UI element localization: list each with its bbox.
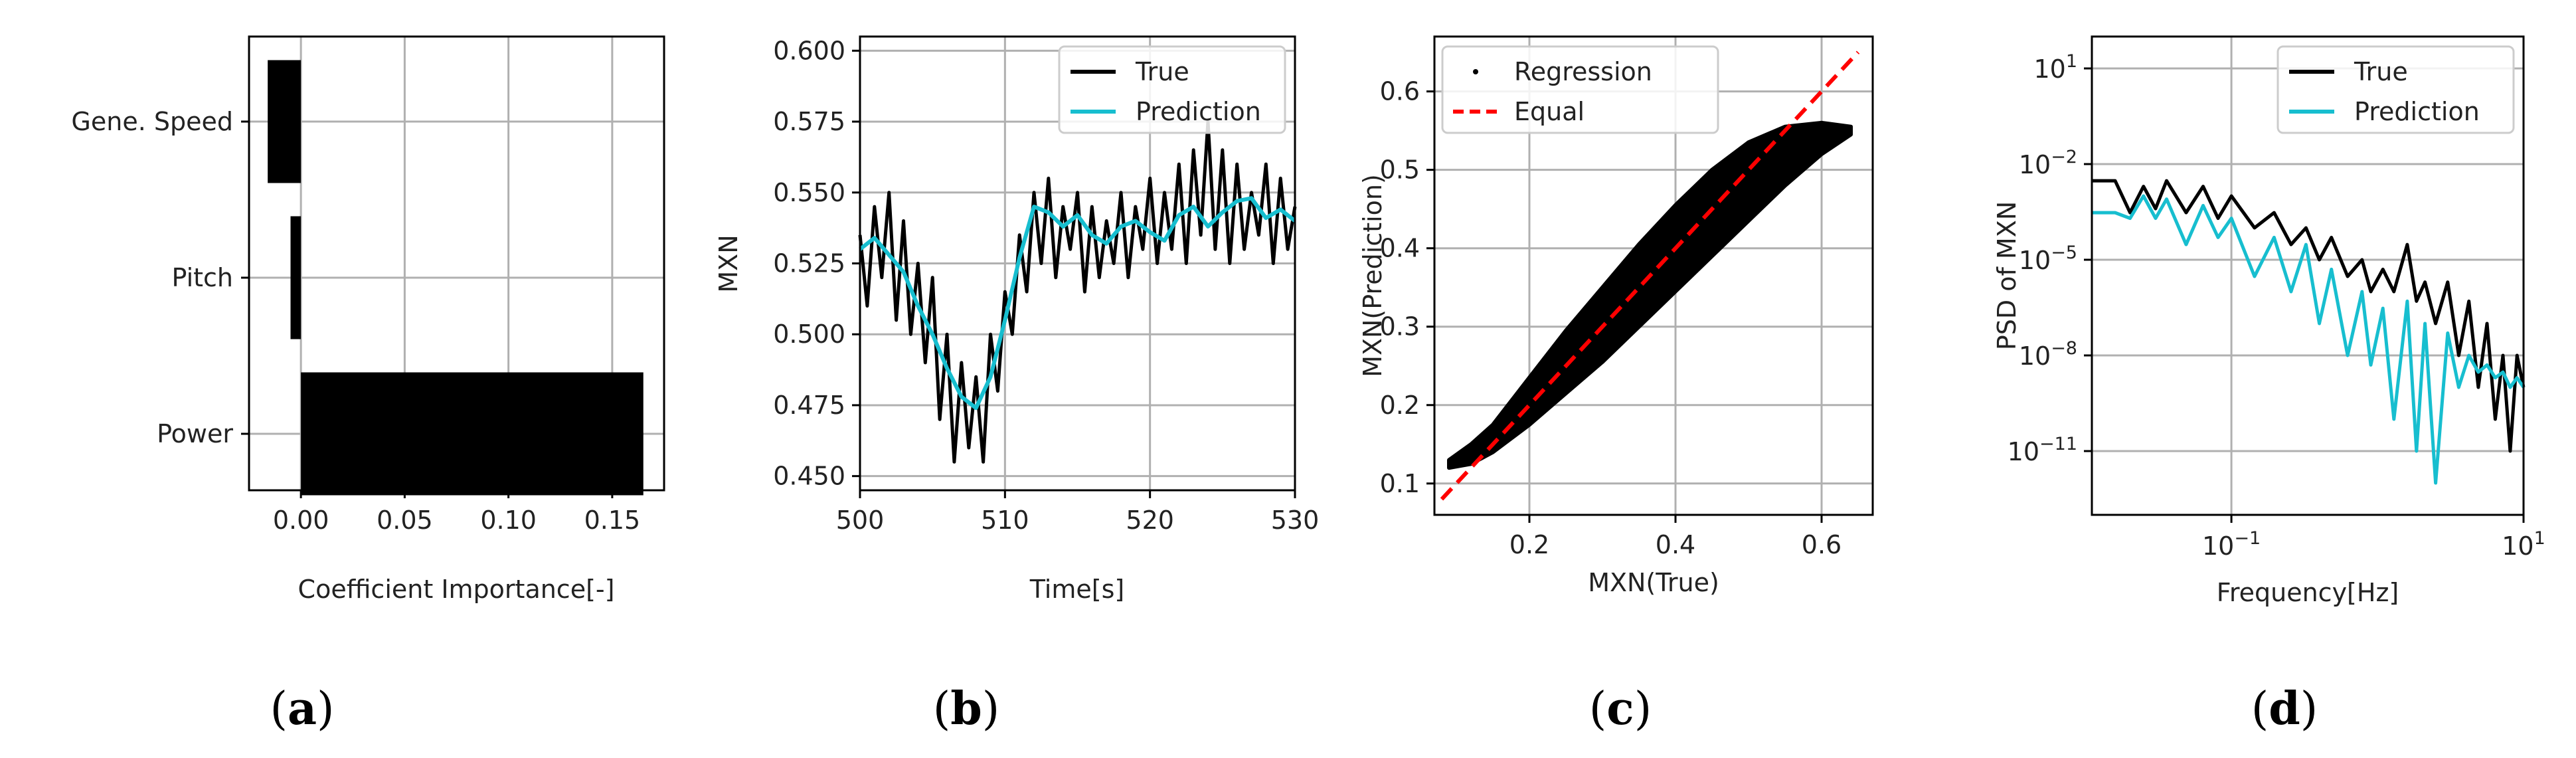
panel-c-frame bbox=[1433, 35, 1874, 516]
panel-a-ytick-label: Gene. Speed bbox=[71, 107, 233, 136]
panel-b-ytick-label: 0.500 bbox=[773, 320, 845, 349]
panel-b-xtick-label: 510 bbox=[981, 506, 1029, 535]
panel-b-xlabel: Time[s] bbox=[1029, 575, 1124, 604]
panel-d-frame bbox=[2091, 35, 2525, 516]
panel-b-time-series: 500 510 520 530 0.450 0.475 0.500 0.525 0.550 0.5… bbox=[714, 35, 1320, 735]
panel-b-ytick-label: 0.550 bbox=[773, 178, 845, 207]
panel-d-ylabel: PSD of MXN bbox=[1992, 201, 2021, 350]
panel-b-xtick-label: 530 bbox=[1271, 506, 1320, 535]
panel-c-ylabel: MXN(Prediction) bbox=[1358, 174, 1387, 377]
panel-b-ytick-label: 0.600 bbox=[773, 36, 845, 65]
panel-c-legend-swatch bbox=[1473, 69, 1478, 74]
panel-a-coefficient-importance: Gene. Speed Pitch Power 0.00 0.05 0.10 0.15 Co… bbox=[71, 35, 665, 735]
panel-c-xtick-label: 0.6 bbox=[1802, 530, 1842, 559]
panel-c-ytick-label: 0.1 bbox=[1380, 469, 1420, 498]
panel-a-caption-letter: a bbox=[288, 682, 317, 735]
panel-d-legend-box bbox=[2276, 45, 2515, 134]
panel-c-ytick-label: 0.5 bbox=[1380, 155, 1420, 185]
panel-c-ytick-label: 0.4 bbox=[1380, 234, 1420, 263]
panel-d-caption-letter: d bbox=[2269, 682, 2300, 735]
panel-b-ytick-label: 0.575 bbox=[773, 107, 845, 136]
panel-a-xtick-label: 0.10 bbox=[480, 506, 537, 535]
panel-c-ytick-label: 0.2 bbox=[1380, 391, 1420, 420]
panel-b-ytick-label: 0.475 bbox=[773, 391, 845, 420]
panel-b-caption-letter: b bbox=[950, 682, 982, 735]
panel-b-ytick-label: 0.450 bbox=[773, 462, 845, 491]
panel-a-xlabel: Coefficient Importance[-] bbox=[298, 575, 615, 604]
panel-b-series-prediction bbox=[859, 196, 1296, 411]
panel-a-ytick-label: Pitch bbox=[171, 263, 233, 292]
panel-a-xtick-label: 0.15 bbox=[584, 506, 641, 535]
panel-c-legend-box bbox=[1441, 45, 1719, 134]
panel-a-bar bbox=[290, 216, 301, 339]
panel-d-xtick-label: 101 bbox=[2502, 528, 2545, 561]
panel-b-xtick-label: 500 bbox=[836, 506, 885, 535]
panel-c-legend-label: Equal bbox=[1514, 97, 1585, 126]
panel-c-scatter: 0.2 0.4 0.6 0.1 0.2 0.3 0.4 0.5 0.6 MXN(True) MX… bbox=[1358, 35, 1874, 735]
panel-b-legend-label: Prediction bbox=[1136, 97, 1261, 126]
panel-d-ytick-label: 10−8 bbox=[2019, 338, 2077, 371]
panel-d-legend-label: Prediction bbox=[2354, 97, 2480, 126]
panel-a-bar bbox=[268, 60, 301, 183]
panel-c-caption-letter: c bbox=[1606, 682, 1634, 735]
panel-d-series-prediction bbox=[2092, 194, 2526, 485]
panel-a-frame bbox=[248, 35, 665, 492]
panel-b-xtick-label: 520 bbox=[1126, 506, 1174, 535]
panel-c-ytick-label: 0.6 bbox=[1380, 77, 1420, 106]
panel-a-ytick-label: Power bbox=[157, 419, 233, 448]
panel-a-bar bbox=[301, 372, 644, 496]
panel-c-legend-label: Regression bbox=[1514, 57, 1652, 86]
panel-b-ylabel: MXN bbox=[714, 235, 743, 292]
panel-d-ytick-label: 10−5 bbox=[2019, 242, 2077, 275]
panel-b-caption: (b) bbox=[933, 682, 1000, 735]
panel-b-series-true bbox=[858, 120, 1297, 464]
panel-d-ytick-label: 101 bbox=[2033, 51, 2077, 84]
panel-c-equal-line bbox=[1440, 50, 1860, 501]
panel-d-caption: (d) bbox=[2251, 682, 2318, 735]
panel-c-xtick-label: 0.4 bbox=[1656, 530, 1695, 559]
panel-c-ytick-label: 0.3 bbox=[1380, 312, 1420, 341]
panel-a-xtick-label: 0.05 bbox=[377, 506, 433, 535]
panel-d-series-true bbox=[2092, 179, 2526, 453]
panel-c-caption: (c) bbox=[1589, 682, 1652, 735]
panel-d-xlabel: Frequency[Hz] bbox=[2217, 578, 2399, 607]
panel-d-legend-label: True bbox=[2354, 57, 2408, 86]
panel-a-caption: (a) bbox=[270, 682, 334, 735]
panel-d-ytick-label: 10−2 bbox=[2019, 147, 2077, 179]
panel-a-xtick-label: 0.00 bbox=[273, 506, 329, 535]
panel-c-xtick-label: 0.2 bbox=[1509, 530, 1549, 559]
panel-d-psd: 10−1 101 101 10−2 10−5 10−8 10−11 Frequency[Hz… bbox=[1992, 35, 2545, 735]
panel-b-ytick-label: 0.525 bbox=[773, 249, 845, 278]
panel-b-legend-label: True bbox=[1135, 57, 1189, 86]
panel-c-xlabel: MXN(True) bbox=[1588, 568, 1719, 597]
panel-d-ytick-label: 10−11 bbox=[2008, 434, 2077, 466]
panel-d-xtick-label: 10−1 bbox=[2202, 528, 2261, 561]
